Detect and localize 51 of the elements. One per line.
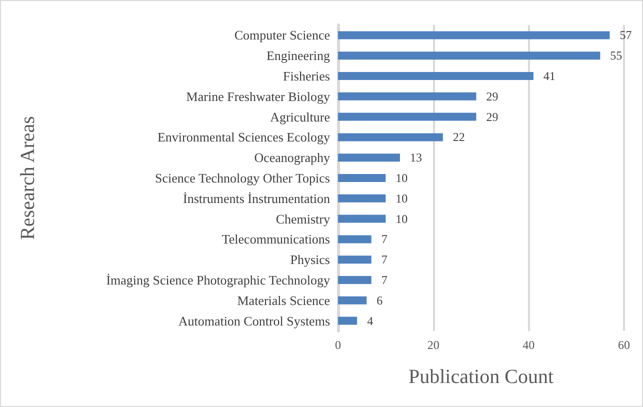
data-label: 29 <box>486 89 498 104</box>
data-label: 10 <box>396 171 408 185</box>
y-tick-label: Chemistry <box>276 211 330 226</box>
bar <box>338 72 534 80</box>
data-label: 4 <box>367 314 374 328</box>
y-tick-label: Environmental Sciences Ecology <box>157 130 330 145</box>
x-tick-label: 20 <box>427 338 440 352</box>
y-tick-label: Physics <box>290 252 330 268</box>
bar <box>338 256 372 264</box>
bar <box>338 92 476 100</box>
data-label: 22 <box>452 130 465 144</box>
data-label: 13 <box>410 150 422 165</box>
data-label: 7 <box>381 232 388 246</box>
y-tick-label: Oceanography <box>254 150 330 166</box>
data-label: 7 <box>381 252 388 267</box>
data-label: 57 <box>620 28 632 42</box>
y-tick-label: İnstruments İnstrumentation <box>183 190 330 206</box>
bar <box>338 316 358 325</box>
data-label: 7 <box>381 273 388 287</box>
bar <box>338 214 386 223</box>
y-axis-title: Research Areas <box>17 116 39 240</box>
bar <box>338 174 386 182</box>
bar <box>338 276 372 284</box>
x-tick-label: 60 <box>618 338 630 352</box>
data-label: 10 <box>396 212 408 226</box>
y-tick-label: Agriculture <box>270 109 330 124</box>
bar <box>338 31 610 40</box>
data-label: 10 <box>396 191 408 206</box>
data-label: 6 <box>376 293 383 308</box>
y-tick-label: İmaging Science Photographic Technology <box>106 272 330 288</box>
y-tick-label: Science Technology Other Topics <box>155 170 330 186</box>
bar <box>338 296 367 304</box>
x-tick-label: 40 <box>522 338 535 352</box>
data-label: 55 <box>610 48 622 63</box>
x-tick-label: 0 <box>335 338 341 352</box>
y-tick-label: Fisheries <box>283 68 330 84</box>
y-tick-label: Automation Control Systems <box>178 313 330 328</box>
y-tick-label: Computer Science <box>234 28 330 43</box>
data-label: 41 <box>543 69 556 83</box>
bar <box>338 194 386 202</box>
bar <box>338 52 600 60</box>
bar <box>338 154 400 162</box>
bar <box>338 112 476 121</box>
x-axis-title: Publication Count <box>408 366 554 388</box>
data-label: 29 <box>486 110 498 124</box>
bar <box>338 133 443 142</box>
y-tick-label: Materials Science <box>237 292 330 308</box>
y-tick-label: Telecommunications <box>222 232 330 247</box>
y-tick-label: Engineering <box>266 48 330 64</box>
y-tick-label: Marine Freshwater Biology <box>186 88 330 104</box>
bar <box>338 235 372 244</box>
